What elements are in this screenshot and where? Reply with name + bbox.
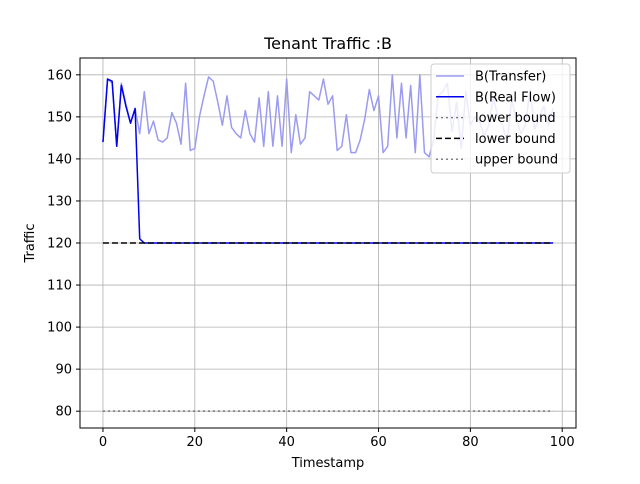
y-tick-label: 150 [47,110,72,125]
y-axis-label: Traffic [23,223,38,263]
y-tick-label: 90 [55,363,72,378]
legend-box [430,63,571,174]
legend-entries: B(Transfer) B(Real Flow) lower bound lower … [436,70,558,168]
series-line-b-real-flow [102,78,554,244]
legend-label: lower bound [475,132,556,147]
y-tick-label: 120 [47,237,72,252]
y-axis-ticks: 80 90 100 110 120 130 140 150 160 [47,68,80,420]
legend-label: B(Real Flow) [475,90,556,105]
legend-label: lower bound [475,111,556,126]
x-tick-label: 20 [187,435,204,450]
y-tick-label: 130 [47,194,72,209]
legend: B(Transfer) B(Real Flow) lower bound lower … [430,63,571,174]
x-tick-label: 80 [462,435,479,450]
y-tick-label: 100 [47,321,72,336]
legend-label: upper bound [475,153,558,168]
x-axis-ticks: 0 20 40 60 80 100 [99,428,575,450]
x-tick-label: 40 [278,435,295,450]
x-tick-label: 60 [370,435,387,450]
y-tick-label: 160 [47,68,72,83]
x-axis-label: Timestamp [291,456,365,471]
y-tick-label: 80 [55,405,72,420]
chart-title: Tenant Traffic :B [263,34,392,53]
y-tick-label: 110 [47,279,72,294]
x-tick-label: 100 [550,435,575,450]
y-tick-label: 140 [47,152,72,167]
legend-label: B(Transfer) [475,70,546,85]
x-tick-label: 0 [99,435,107,450]
